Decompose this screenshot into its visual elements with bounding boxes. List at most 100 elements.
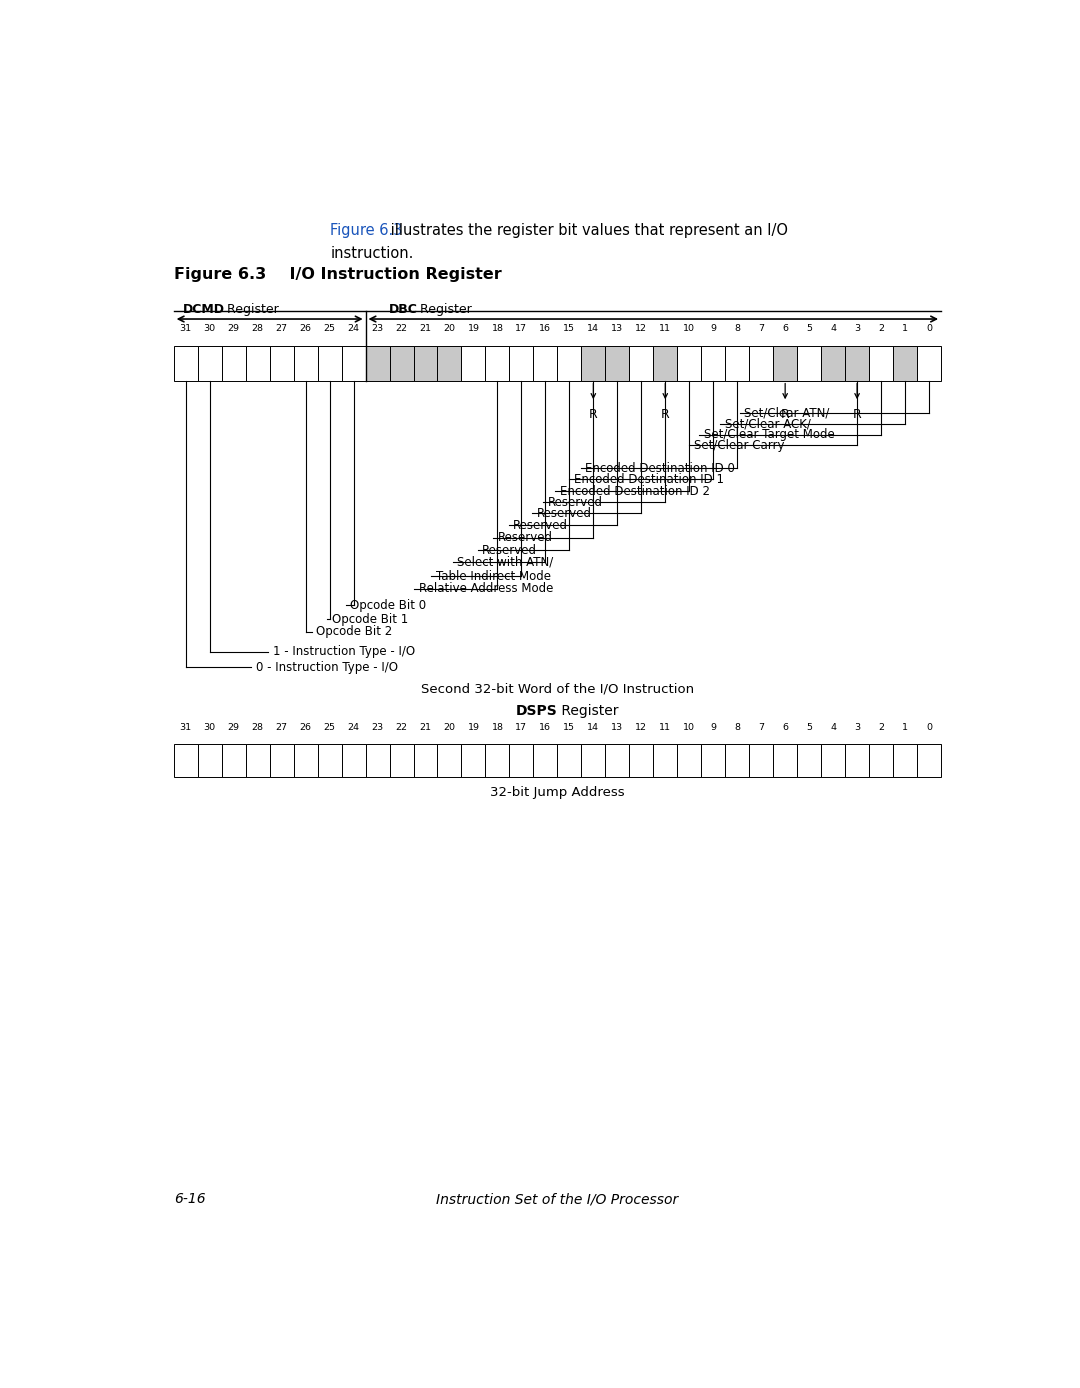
Text: 23: 23 bbox=[372, 723, 383, 731]
Text: 18: 18 bbox=[491, 723, 503, 731]
Bar bbox=[365, 346, 390, 380]
Text: 29: 29 bbox=[228, 723, 240, 731]
Text: R: R bbox=[853, 408, 862, 421]
Bar bbox=[630, 346, 653, 380]
Bar bbox=[893, 346, 917, 380]
Text: 1: 1 bbox=[902, 323, 908, 333]
Text: 25: 25 bbox=[324, 323, 336, 333]
Bar bbox=[510, 346, 534, 380]
Bar bbox=[917, 346, 941, 380]
Text: 30: 30 bbox=[204, 323, 216, 333]
Text: 0 - Instruction Type - I/O: 0 - Instruction Type - I/O bbox=[256, 661, 397, 673]
Bar bbox=[485, 346, 510, 380]
Text: 18: 18 bbox=[491, 323, 503, 333]
Text: Register: Register bbox=[224, 303, 279, 316]
Text: Opcode Bit 0: Opcode Bit 0 bbox=[350, 600, 427, 612]
Text: 14: 14 bbox=[588, 723, 599, 731]
Bar bbox=[461, 346, 485, 380]
Bar bbox=[845, 346, 869, 380]
Text: R: R bbox=[781, 408, 789, 421]
Text: 2: 2 bbox=[878, 323, 885, 333]
Text: 24: 24 bbox=[348, 323, 360, 333]
Bar bbox=[534, 744, 557, 777]
Text: Reserved: Reserved bbox=[498, 532, 553, 544]
Text: Reserved: Reserved bbox=[548, 496, 603, 509]
Text: DBC: DBC bbox=[389, 303, 418, 316]
Text: 21: 21 bbox=[419, 323, 432, 333]
Bar bbox=[677, 744, 701, 777]
Text: 17: 17 bbox=[515, 323, 527, 333]
Text: Figure 6.3: Figure 6.3 bbox=[330, 222, 403, 237]
Bar bbox=[917, 744, 941, 777]
Text: 1: 1 bbox=[902, 723, 908, 731]
Text: Table Indirect Mode: Table Indirect Mode bbox=[435, 569, 551, 583]
Bar bbox=[845, 744, 869, 777]
Text: 6-16: 6-16 bbox=[174, 1192, 205, 1206]
Bar bbox=[510, 744, 534, 777]
Bar bbox=[245, 346, 270, 380]
Text: 26: 26 bbox=[299, 723, 312, 731]
Text: DCMD: DCMD bbox=[183, 303, 225, 316]
Bar bbox=[390, 346, 414, 380]
Text: 3: 3 bbox=[854, 323, 860, 333]
Text: 29: 29 bbox=[228, 323, 240, 333]
Bar bbox=[581, 346, 605, 380]
Text: 16: 16 bbox=[539, 723, 552, 731]
Bar bbox=[437, 346, 461, 380]
Text: 14: 14 bbox=[588, 323, 599, 333]
Text: 13: 13 bbox=[611, 723, 623, 731]
Text: 5: 5 bbox=[806, 323, 812, 333]
Bar bbox=[245, 744, 270, 777]
Bar bbox=[750, 346, 773, 380]
Text: 12: 12 bbox=[635, 723, 647, 731]
Text: 28: 28 bbox=[252, 723, 264, 731]
Bar bbox=[318, 346, 341, 380]
Text: R: R bbox=[661, 408, 670, 421]
Text: 23: 23 bbox=[372, 323, 383, 333]
Text: Set/Clear Carry: Set/Clear Carry bbox=[693, 439, 784, 452]
Text: 20: 20 bbox=[444, 323, 456, 333]
Bar bbox=[221, 346, 245, 380]
Text: 15: 15 bbox=[564, 723, 576, 731]
Bar bbox=[701, 346, 725, 380]
Bar bbox=[869, 346, 893, 380]
Text: 9: 9 bbox=[711, 323, 716, 333]
Text: 6: 6 bbox=[782, 723, 788, 731]
Text: 10: 10 bbox=[684, 323, 696, 333]
Text: 8: 8 bbox=[734, 723, 740, 731]
Text: 7: 7 bbox=[758, 723, 765, 731]
Text: illustrates the register bit values that represent an I/O: illustrates the register bit values that… bbox=[387, 222, 788, 237]
Text: 5: 5 bbox=[806, 723, 812, 731]
Text: 31: 31 bbox=[179, 723, 192, 731]
Bar bbox=[341, 346, 365, 380]
Bar bbox=[653, 346, 677, 380]
Text: 30: 30 bbox=[204, 723, 216, 731]
Text: 11: 11 bbox=[659, 323, 672, 333]
Text: 11: 11 bbox=[659, 723, 672, 731]
Bar bbox=[198, 346, 221, 380]
Text: Relative Address Mode: Relative Address Mode bbox=[419, 582, 553, 595]
Text: 22: 22 bbox=[395, 323, 407, 333]
Bar bbox=[797, 744, 821, 777]
Bar bbox=[773, 346, 797, 380]
Text: Register: Register bbox=[557, 704, 619, 718]
Text: 17: 17 bbox=[515, 723, 527, 731]
Bar bbox=[414, 744, 437, 777]
Bar bbox=[270, 346, 294, 380]
Bar bbox=[270, 744, 294, 777]
Bar bbox=[557, 744, 581, 777]
Text: Select with ATN/: Select with ATN/ bbox=[458, 555, 554, 569]
Bar bbox=[485, 744, 510, 777]
Bar bbox=[653, 744, 677, 777]
Text: 6: 6 bbox=[782, 323, 788, 333]
Text: Encoded Destination ID 1: Encoded Destination ID 1 bbox=[573, 473, 724, 486]
Text: 15: 15 bbox=[564, 323, 576, 333]
Bar bbox=[677, 346, 701, 380]
Text: 10: 10 bbox=[684, 723, 696, 731]
Bar bbox=[557, 346, 581, 380]
Text: 31: 31 bbox=[179, 323, 192, 333]
Bar bbox=[294, 744, 318, 777]
Text: 1 - Instruction Type - I/O: 1 - Instruction Type - I/O bbox=[273, 645, 415, 658]
Text: Reserved: Reserved bbox=[482, 544, 537, 557]
Text: Reserved: Reserved bbox=[537, 507, 592, 519]
